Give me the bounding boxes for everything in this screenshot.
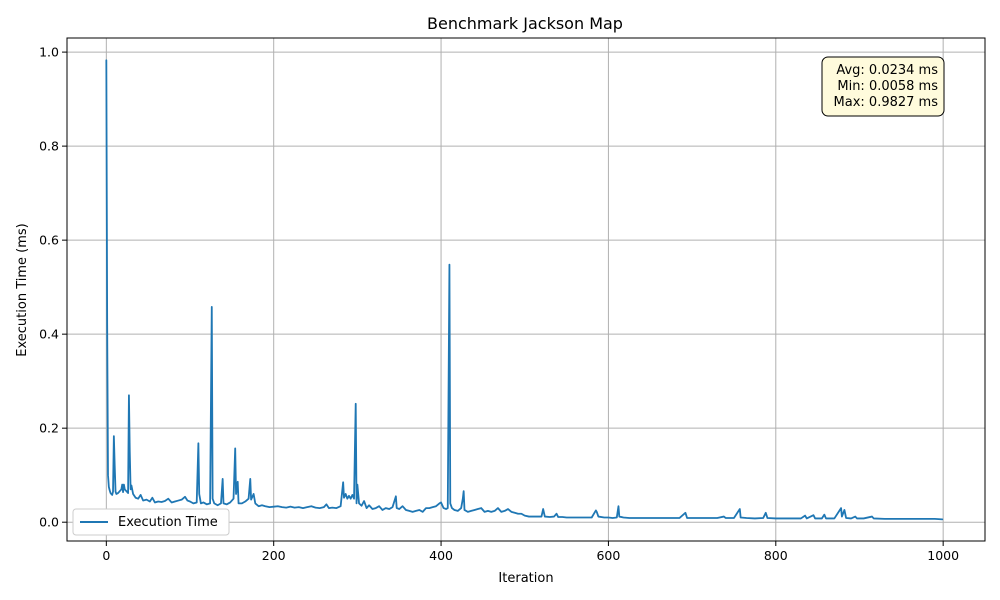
series-line-execution-time — [105, 59, 944, 521]
chart-title: Benchmark Jackson Map — [427, 14, 623, 33]
legend-box — [72, 508, 230, 536]
x-axis-label: Iteration — [498, 571, 553, 586]
x-tick-label: 200 — [262, 548, 286, 563]
y-tick-label: 0.0 — [39, 515, 59, 530]
stats-box: Avg: 0.0234 ms Min: 0.0058 ms Max: 0.982… — [821, 56, 945, 117]
x-tick-label: 0 — [102, 548, 110, 563]
stats-avg: Avg: 0.0234 ms — [836, 63, 938, 78]
legend: Execution Time — [72, 508, 230, 536]
plot-frame — [66, 37, 986, 542]
x-tick-label: 800 — [764, 548, 788, 563]
legend-label-execution-time: Execution Time — [118, 515, 218, 530]
y-tick-label: 0.2 — [39, 421, 59, 436]
grid — [67, 38, 985, 541]
axis-ticks: 0 200 400 600 800 1000 0.0 0.2 0.4 0.6 0.8 1.0 — [39, 45, 959, 563]
series-layer — [105, 59, 944, 521]
x-tick-label: 400 — [429, 548, 453, 563]
stats-max: Max: 0.9827 ms — [834, 95, 939, 110]
stats-box-background — [821, 56, 945, 117]
x-tick-label: 600 — [596, 548, 620, 563]
x-tick-label: 1000 — [927, 548, 959, 563]
y-tick-label: 0.6 — [39, 233, 59, 248]
stats-min: Min: 0.0058 ms — [837, 79, 938, 94]
y-tick-label: 0.4 — [39, 327, 59, 342]
y-axis-label: Execution Time (ms) — [15, 223, 30, 356]
y-tick-label: 0.8 — [39, 139, 59, 154]
y-tick-label: 1.0 — [39, 45, 59, 60]
